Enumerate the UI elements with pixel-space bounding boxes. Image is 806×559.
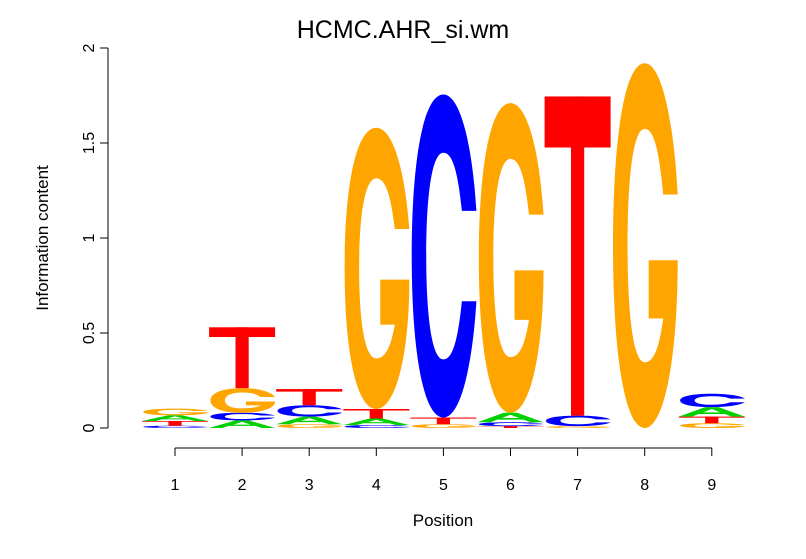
logo-letter-g [545, 426, 611, 428]
y-tick-label: 0 [81, 423, 98, 432]
x-tick-label: 9 [707, 477, 716, 494]
logo-letter-c [344, 425, 410, 428]
logo-letter-g [210, 388, 276, 413]
y-axis-label: Information content [33, 165, 52, 311]
logo-letter-g [478, 103, 544, 413]
logo-letters [142, 63, 745, 428]
logo-letter-g [613, 63, 678, 428]
logo-letter-a [678, 407, 745, 417]
logo-letter-g [143, 408, 208, 416]
logo-letter-g [680, 423, 745, 428]
logo-letter-t [142, 420, 208, 426]
logo-letter-c [680, 393, 745, 408]
logo-letter-t [343, 409, 410, 419]
x-axis-label: Position [413, 511, 473, 530]
logo-letter-a [276, 416, 343, 425]
logo-letter-t [544, 96, 611, 416]
y-tick-label: 0.5 [81, 322, 98, 344]
x-axis: 1 2 3 4 5 6 7 8 9 [171, 447, 716, 494]
logo-letter-t [209, 327, 276, 389]
logo-letter-c [545, 415, 611, 427]
logo-letter-a [142, 415, 208, 421]
y-axis: 0 0.5 1 1.5 2 [81, 43, 109, 432]
logo-letter-t [276, 389, 343, 406]
y-tick-label: 1 [81, 233, 98, 242]
x-tick-label: 7 [573, 477, 582, 494]
x-tick-label: 8 [640, 477, 649, 494]
logo-letter-a [209, 420, 276, 428]
logo-letter-c [210, 412, 276, 421]
logo-letter-c [143, 425, 208, 428]
x-tick-label: 2 [238, 477, 247, 494]
logo-letter-t [410, 417, 477, 425]
logo-letter-g [411, 424, 477, 428]
chart-title: HCMC.AHR_si.wm [297, 16, 510, 44]
logo-letter-a [477, 412, 544, 423]
logo-letter-c [277, 405, 343, 417]
x-tick-label: 6 [506, 477, 515, 494]
logo-letter-g [344, 127, 410, 410]
x-tick-label: 4 [372, 477, 381, 494]
logo-letter-a [343, 418, 410, 426]
logo-letter-t [477, 426, 544, 428]
logo-letter-c [478, 422, 544, 427]
x-tick-label: 5 [439, 477, 448, 494]
logo-letter-g [277, 424, 343, 428]
logo-letter-c [411, 94, 477, 418]
y-tick-label: 1.5 [81, 132, 98, 154]
x-tick-label: 3 [305, 477, 314, 494]
logo-letter-t [678, 416, 745, 424]
x-tick-label: 1 [171, 477, 180, 494]
y-tick-label: 2 [81, 43, 98, 52]
